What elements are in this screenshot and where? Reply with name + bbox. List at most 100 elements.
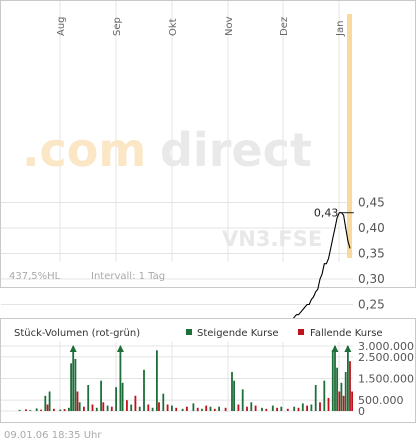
volume-bar xyxy=(156,350,158,411)
volume-bar xyxy=(121,382,124,411)
volume-bar xyxy=(327,398,330,411)
legend-label-rising: Steigende Kurse xyxy=(197,328,279,339)
month-label: Jan xyxy=(335,21,346,37)
price-tick-label: 0,35 xyxy=(358,247,385,261)
volume-bar xyxy=(147,404,150,411)
volume-bar xyxy=(91,404,94,411)
volume-bar xyxy=(340,382,343,411)
volume-bar xyxy=(35,408,38,411)
max-value-label: 0,43 xyxy=(314,207,339,220)
volume-legend: Steigende Kurse Fallende Kurse xyxy=(186,328,383,339)
volume-bar xyxy=(18,409,21,411)
volume-bar xyxy=(40,409,42,411)
legend-swatch-rising xyxy=(186,329,192,335)
volume-bar xyxy=(201,408,203,411)
volume-bar xyxy=(166,404,169,411)
timestamp: 09.01.06 18:35 Uhr xyxy=(4,430,102,441)
volume-bar xyxy=(158,402,160,411)
volume-bar xyxy=(59,409,62,411)
volume-bar xyxy=(83,406,85,411)
volume-bar xyxy=(25,409,27,411)
volume-bar xyxy=(231,372,233,411)
month-label: Aug xyxy=(56,16,67,36)
volume-bar xyxy=(338,391,341,411)
volume-bar xyxy=(310,404,313,411)
volume-bar xyxy=(336,367,338,411)
price-tick-label: 0,40 xyxy=(358,221,385,235)
volume-panel: Stück-Volumen (rot-grün) Steigende Kurse… xyxy=(0,318,416,423)
volume-bar xyxy=(87,385,90,411)
volume-tick-label: 3.000.000 xyxy=(358,340,414,353)
volume-bar xyxy=(265,408,268,411)
volume-bar xyxy=(297,407,300,412)
volume-bar xyxy=(130,404,133,411)
price-tick-label: 0,30 xyxy=(358,272,385,286)
volume-bar xyxy=(276,407,278,412)
price-panel-frame xyxy=(0,0,416,288)
volume-bar xyxy=(143,369,145,411)
volume-bar xyxy=(286,408,289,411)
volume-bar xyxy=(70,363,72,411)
volume-bar xyxy=(126,400,128,411)
volume-bar xyxy=(110,406,113,411)
volume-bar xyxy=(213,408,216,411)
month-label: Dez xyxy=(279,17,290,36)
volume-tick-label: 1.500.000 xyxy=(358,373,414,386)
volume-bar xyxy=(246,406,248,411)
volume-bar xyxy=(254,405,257,411)
volume-bar xyxy=(48,391,51,411)
volume-bar xyxy=(29,410,32,411)
legend-label-falling: Fallende Kurse xyxy=(310,328,383,339)
volume-bar xyxy=(119,346,122,411)
month-label: Nov xyxy=(224,16,235,36)
legend-swatch-falling xyxy=(298,329,304,335)
volume-bar xyxy=(334,346,336,411)
volume-bar xyxy=(209,406,212,411)
volume-overflow-markers xyxy=(69,345,352,352)
volume-bar xyxy=(162,393,165,411)
volume-bar xyxy=(331,350,334,411)
volume-bar xyxy=(314,385,317,411)
volume-title: Stück-Volumen (rot-grün) xyxy=(14,328,140,339)
volume-bar xyxy=(301,403,304,411)
range-label: 437,5%HL xyxy=(9,271,61,282)
volume-bar xyxy=(271,405,274,411)
volume-bar xyxy=(76,391,79,411)
volume-overflow-marker xyxy=(344,345,352,352)
volume-bar xyxy=(192,403,195,411)
volume-bar xyxy=(134,395,137,411)
volume-bar xyxy=(46,404,49,411)
volume-bar xyxy=(319,402,321,411)
volume-bar xyxy=(205,405,208,411)
volume-overflow-marker xyxy=(69,345,77,352)
watermark-com: .com xyxy=(22,123,146,177)
month-label: Okt xyxy=(168,18,179,36)
volume-bar xyxy=(102,402,105,411)
volume-tick-label: 0 xyxy=(358,405,365,418)
watermark-direct: direct xyxy=(160,123,312,177)
volume-bar xyxy=(293,406,296,411)
volume-bar xyxy=(342,395,345,411)
volume-bar xyxy=(53,408,55,411)
volume-tick-label: 500.000 xyxy=(358,394,404,407)
volume-bar xyxy=(138,406,141,411)
month-label: Sep xyxy=(112,17,123,36)
volume-bar xyxy=(175,407,178,412)
volume-bar xyxy=(44,395,47,411)
volume-bar xyxy=(237,404,240,411)
price-panel: .com direct VN3.FSE Aug Sep Okt Nov Dez Jan 0… xyxy=(0,0,416,405)
volume-bar xyxy=(280,406,283,411)
volume-bar xyxy=(186,406,188,411)
volume-bar xyxy=(250,402,253,411)
volume-bar xyxy=(241,389,244,411)
volume-bar xyxy=(63,409,66,411)
volume-bar xyxy=(171,405,173,411)
volume-bar xyxy=(233,380,235,411)
volume-bar xyxy=(115,387,117,411)
volume-bar xyxy=(344,372,347,411)
volume-overflow-marker xyxy=(116,345,124,352)
volume-bar xyxy=(74,359,77,411)
price-tick-label: 0,25 xyxy=(358,298,385,312)
